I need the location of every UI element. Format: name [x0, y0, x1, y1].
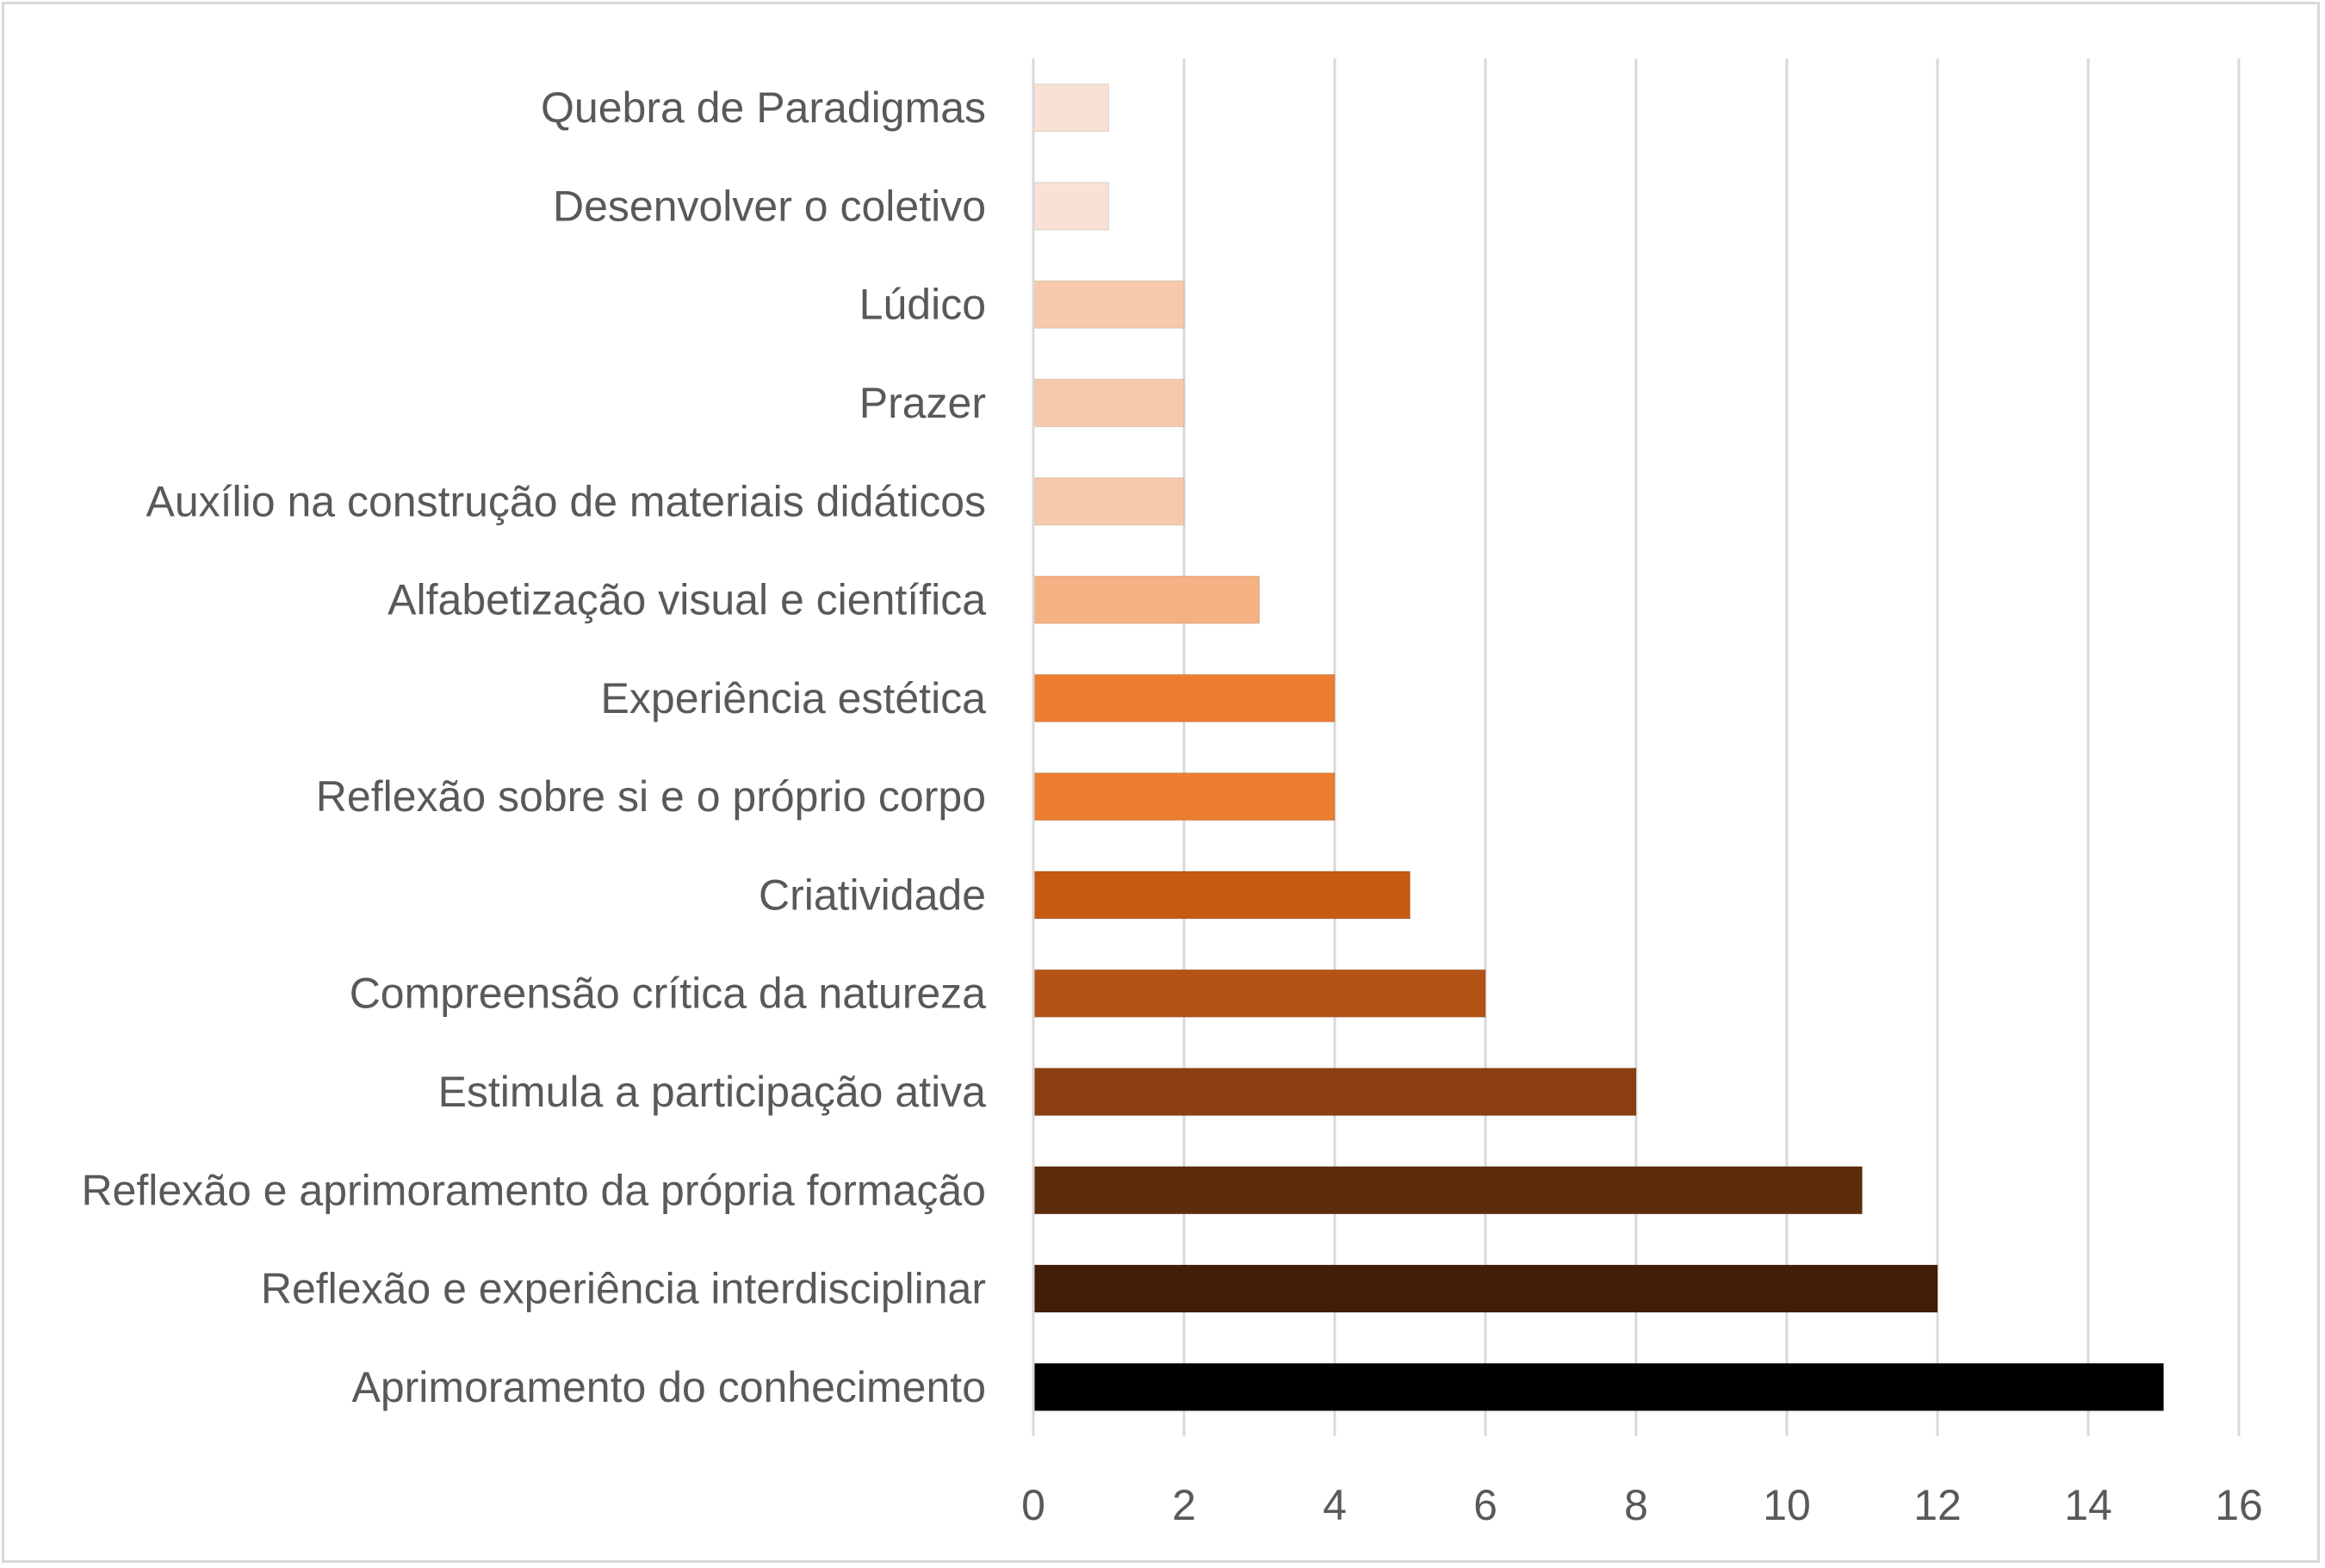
category-label: Reflexão e aprimoramento da própria form… [81, 1166, 986, 1214]
x-tick-label: 2 [1172, 1481, 1196, 1529]
bar [1032, 673, 1336, 722]
x-tick-label: 10 [1763, 1481, 1811, 1529]
bar [1032, 84, 1109, 133]
bar [1032, 477, 1185, 526]
category-label: Alfabetização visual e científica [388, 576, 986, 624]
bar [1032, 871, 1410, 920]
category-label: Lúdico [859, 281, 986, 329]
category-label: Prazer [859, 379, 986, 427]
x-tick-label: 8 [1624, 1481, 1648, 1529]
bar [1032, 182, 1109, 231]
bar [1032, 575, 1260, 624]
bar [1032, 1362, 2164, 1411]
x-tick-label: 16 [2215, 1481, 2263, 1529]
bar [1032, 1264, 1938, 1313]
category-label: Compreensão crítica da natureza [350, 970, 986, 1018]
category-label: Desenvolver o coletivo [553, 182, 986, 230]
x-tick-label: 14 [2064, 1481, 2112, 1529]
bar [1032, 1068, 1637, 1116]
gridlines [1182, 59, 2241, 1436]
bar [1032, 772, 1336, 821]
category-label: Auxílio na construção de materiais didát… [146, 477, 986, 525]
x-tick-labels: 0 2 4 6 8 10 12 14 16 [1021, 1481, 2263, 1529]
category-label: Experiência estética [601, 674, 987, 722]
bar [1032, 280, 1185, 329]
bar [1032, 969, 1486, 1018]
category-label: Quebra de Paradigmas [541, 84, 986, 132]
category-label: Aprimoramento do conhecimento [352, 1363, 987, 1411]
bar [1032, 379, 1185, 427]
category-label: Estimula a participação ativa [438, 1068, 987, 1116]
x-tick-label: 6 [1473, 1481, 1497, 1529]
category-labels: Quebra de Paradigmas Desenvolver o coleti… [81, 84, 986, 1411]
bars [1032, 84, 2164, 1411]
x-tick-label: 4 [1323, 1481, 1347, 1529]
category-label: Criatividade [759, 871, 986, 919]
x-tick-label: 0 [1021, 1481, 1045, 1529]
category-label: Reflexão sobre si e o próprio corpo [316, 772, 986, 821]
bar [1032, 1166, 1863, 1215]
x-tick-label: 12 [1913, 1481, 1962, 1529]
category-label: Reflexão e experiência interdisciplinar [261, 1265, 986, 1313]
